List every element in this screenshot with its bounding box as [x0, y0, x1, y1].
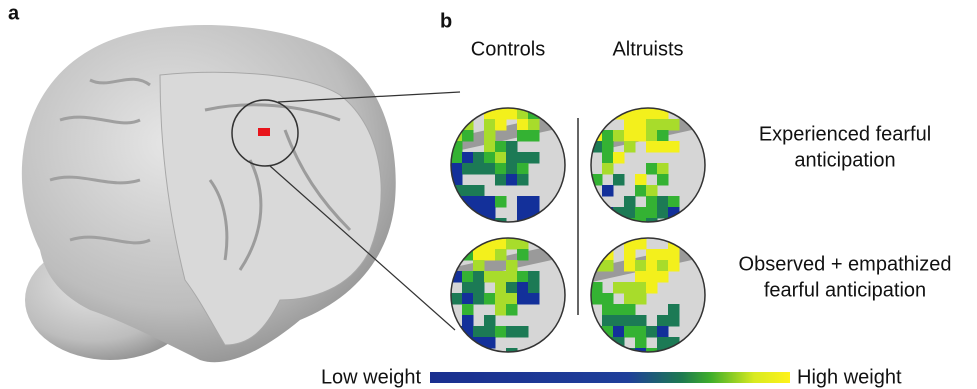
colorbar-label: High weight — [797, 366, 902, 388]
voxel-inset — [591, 238, 705, 360]
figure: a b Controls Altruists Experienced fearful… — [0, 0, 977, 389]
column-header: Altruists — [612, 38, 683, 60]
voxel-inset — [591, 108, 705, 230]
row-label: Observed + empathized — [739, 253, 952, 275]
panel-label: a — [8, 2, 20, 24]
row-label: anticipation — [794, 149, 895, 171]
row-label: fearful anticipation — [764, 279, 926, 301]
brain — [22, 25, 460, 362]
colorbar-label: Low weight — [321, 366, 422, 388]
voxel-inset — [451, 108, 565, 230]
voxel-inset — [451, 238, 565, 360]
column-header: Controls — [471, 38, 545, 60]
colorbar — [430, 372, 790, 383]
row-label: Experienced fearful — [759, 123, 931, 145]
panel-label: b — [440, 10, 452, 32]
